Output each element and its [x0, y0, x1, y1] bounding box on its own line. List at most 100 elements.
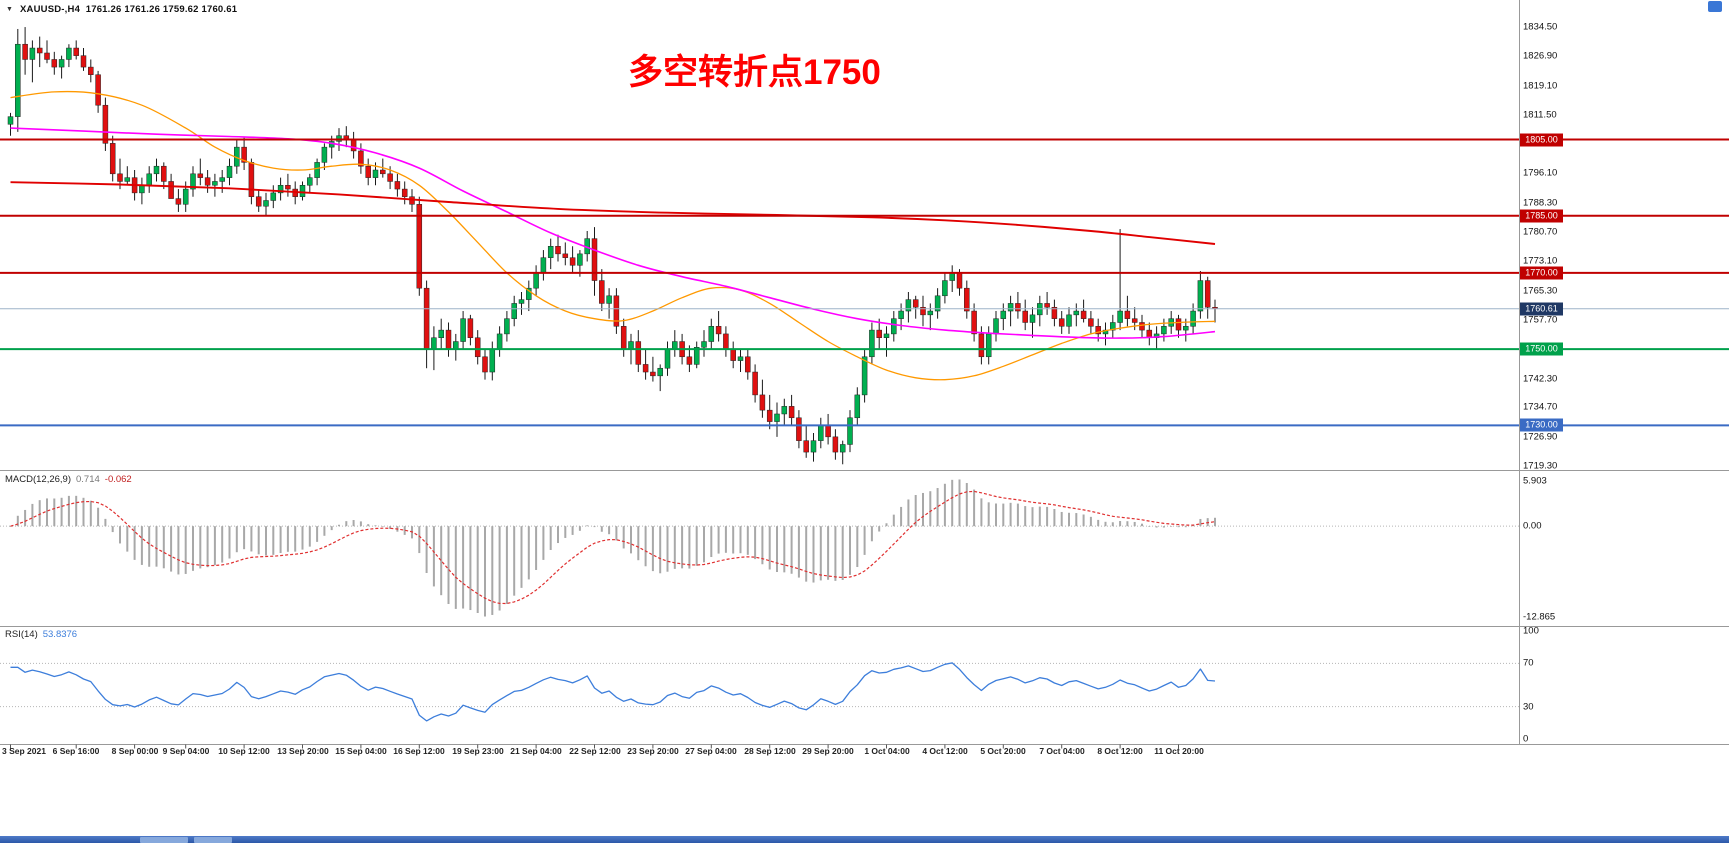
candle-down: [197, 173, 204, 178]
ma-orange-line: [10, 90, 1216, 381]
macd-histogram-bar: [184, 526, 187, 574]
macd-histogram-bar: [16, 515, 19, 527]
macd-histogram-bar: [38, 500, 41, 527]
candle-down: [978, 333, 985, 358]
price-tick-label: 1819.10: [1523, 80, 1558, 92]
candle-down: [482, 356, 488, 373]
time-axis-label: 11 Oct 20:00: [1154, 746, 1204, 756]
candle-down: [1058, 318, 1065, 327]
macd-histogram-bar: [827, 526, 830, 580]
taskbar-tab[interactable]: [140, 837, 188, 843]
bid-price-box: 1760.61: [1520, 302, 1563, 316]
macd-histogram-bar: [308, 526, 311, 547]
candle-down: [650, 371, 656, 377]
macd-histogram-bar: [199, 526, 202, 569]
macd-histogram-bar: [454, 526, 457, 609]
price-tick-label: 1719.30: [1523, 460, 1558, 472]
candle-up: [453, 341, 459, 350]
macd-histogram-bar: [505, 526, 508, 604]
candle-up: [672, 341, 678, 350]
macd-histogram-bar: [892, 514, 895, 527]
macd-histogram-bar: [294, 526, 297, 552]
macd-histogram-bar: [593, 526, 596, 528]
candle-down: [1022, 310, 1028, 323]
candle-up: [540, 257, 547, 274]
candle-down: [445, 329, 452, 350]
hline-price-box: 1750.00: [1520, 342, 1563, 356]
candle-up: [15, 43, 21, 117]
candle-down: [416, 204, 423, 289]
candle-down: [285, 185, 291, 190]
time-axis-label: 22 Sep 12:00: [569, 746, 621, 756]
macd-histogram-bar: [206, 526, 209, 568]
symbol-dropdown-icon[interactable]: ▼: [6, 6, 14, 13]
candle-down: [1095, 326, 1101, 335]
macd-histogram-bar: [542, 526, 545, 560]
macd-histogram-bar: [447, 526, 450, 604]
macd-histogram-bar: [1016, 503, 1019, 527]
candle-up: [927, 310, 934, 316]
candle-down: [1051, 306, 1058, 319]
macd-histogram-bar: [111, 526, 114, 533]
candle-up: [270, 192, 277, 201]
candle-up: [774, 413, 780, 422]
candle-up: [1066, 314, 1072, 327]
macd-name: MACD(12,26,9): [5, 474, 71, 485]
macd-histogram-bar: [301, 526, 304, 550]
macd-histogram-bar: [1104, 521, 1107, 527]
macd-histogram-bar: [177, 526, 180, 575]
candle-up: [496, 333, 503, 350]
hline-price-box: 1785.00: [1520, 209, 1563, 223]
price-tick-label: 1788.30: [1523, 197, 1558, 209]
macd-histogram-bar: [265, 526, 267, 556]
macd-scale-zero: 0.00: [1523, 520, 1542, 532]
macd-scale-bottom: -12.865: [1523, 611, 1556, 623]
macd-histogram-bar: [907, 499, 910, 527]
macd-histogram-bar: [213, 526, 216, 566]
taskbar-tab[interactable]: [194, 837, 232, 843]
macd-histogram-bar: [155, 526, 158, 567]
macd-histogram-bar: [710, 526, 713, 558]
candle-down: [474, 337, 481, 358]
macd-histogram-bar: [608, 526, 611, 535]
price-tick-label: 1834.50: [1523, 21, 1558, 33]
macd-histogram-bar: [75, 495, 78, 527]
candle-up: [212, 181, 218, 186]
candle-up: [861, 356, 868, 396]
candle-down: [394, 181, 401, 190]
macd-histogram-bar: [651, 526, 654, 572]
rsi-level-0: 0: [1523, 733, 1529, 745]
rsi-level-30: 30: [1523, 701, 1534, 713]
price-tick-label: 1780.70: [1523, 226, 1558, 238]
macd-histogram-bar: [885, 523, 888, 527]
candle-up: [431, 337, 437, 350]
price-tick-label: 1773.10: [1523, 255, 1558, 267]
macd-histogram-bar: [1141, 523, 1143, 527]
macd-histogram-bar: [557, 526, 559, 544]
candle-up: [124, 177, 131, 182]
candle-down: [759, 394, 766, 411]
candle-down: [825, 425, 831, 438]
candle-down: [350, 139, 357, 152]
macd-histogram-bar: [484, 526, 486, 617]
macd-histogram-bar: [257, 526, 260, 555]
time-axis-label: 5 Oct 20:00: [980, 746, 1026, 756]
macd-histogram-bar: [381, 526, 384, 527]
macd-histogram-bar: [929, 491, 932, 527]
macd-histogram-bar: [9, 526, 12, 527]
time-axis-label: 29 Sep 20:00: [802, 746, 854, 756]
macd-histogram-bar: [841, 526, 844, 580]
candle-up: [891, 318, 897, 335]
candle-up: [577, 253, 583, 266]
macd-histogram-bar: [717, 526, 720, 554]
candle-down: [803, 440, 809, 453]
macd-histogram-bar: [870, 526, 873, 542]
rsi-name: RSI(14): [5, 629, 38, 640]
time-axis-label: 23 Sep 20:00: [627, 746, 679, 756]
candle-down: [562, 253, 569, 258]
candle-up: [547, 245, 554, 258]
macd-histogram-bar: [1046, 506, 1049, 527]
macd-histogram-bar: [739, 526, 742, 554]
candle-up: [839, 444, 846, 453]
macd-histogram-bar: [688, 526, 691, 569]
